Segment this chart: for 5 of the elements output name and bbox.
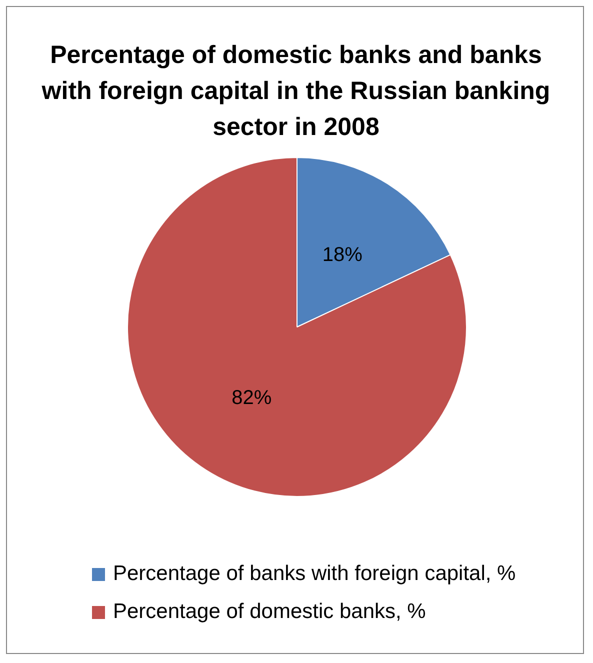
- data-label: 82%: [232, 387, 272, 410]
- legend-label: Percentage of banks with foreign capital, %: [113, 562, 516, 586]
- chart-title: Percentage of domestic banks and banks with foreign capital in the Russian banking sector in 2008: [40, 40, 552, 143]
- legend-label: Percentage of domestic banks, %: [113, 600, 426, 624]
- data-label: 18%: [322, 244, 363, 266]
